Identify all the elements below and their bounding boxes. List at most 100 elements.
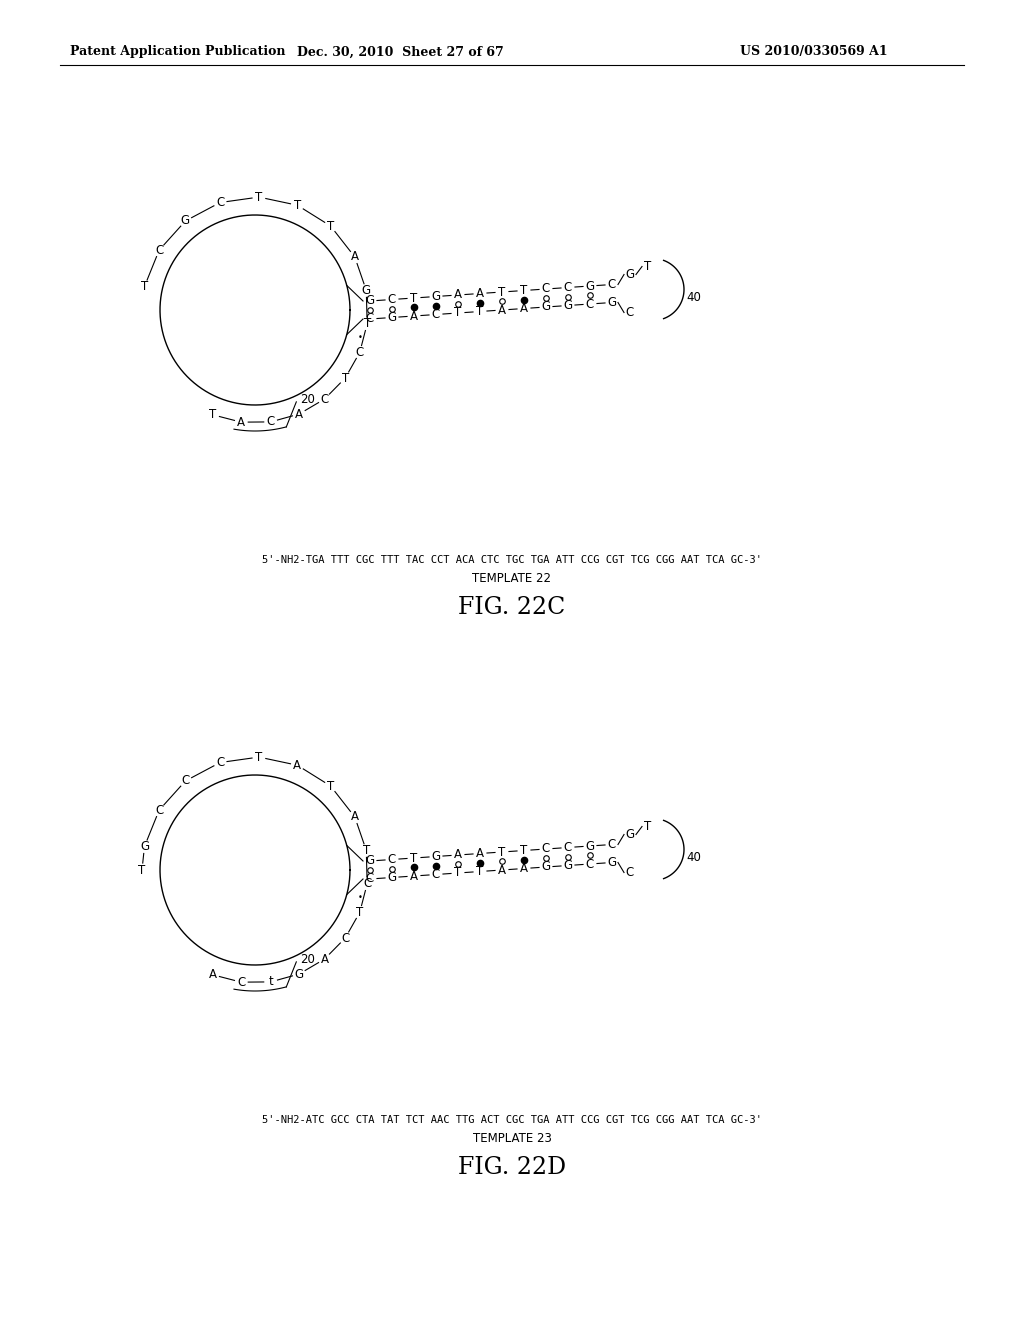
Text: A: A [295, 408, 303, 421]
Text: T: T [644, 820, 651, 833]
Text: T: T [499, 846, 506, 858]
Text: A: A [293, 759, 301, 772]
Text: T: T [362, 843, 370, 857]
Text: A: A [520, 862, 528, 875]
Text: C: C [341, 932, 349, 945]
Text: C: C [216, 197, 224, 209]
Text: G: G [542, 861, 551, 874]
Text: G: G [626, 828, 635, 841]
Text: A: A [351, 810, 358, 824]
Text: G: G [431, 850, 440, 863]
Text: G: G [387, 312, 396, 323]
Text: C: C [586, 858, 594, 870]
Text: G: G [431, 290, 440, 304]
Text: A: A [498, 304, 506, 317]
Text: G: G [607, 296, 616, 309]
Text: A: A [476, 847, 484, 861]
Text: C: C [364, 878, 372, 890]
Text: C: C [626, 866, 634, 879]
Text: G: G [366, 854, 375, 867]
Text: T: T [476, 865, 483, 878]
Text: A: A [209, 969, 217, 981]
Text: T: T [455, 306, 462, 319]
Text: G: G [563, 859, 572, 873]
Text: T: T [455, 866, 462, 879]
Text: T: T [476, 305, 483, 318]
Text: T: T [520, 843, 527, 857]
Text: T: T [411, 292, 418, 305]
Text: T: T [356, 906, 364, 919]
Text: G: G [295, 968, 304, 981]
Text: C: C [238, 975, 246, 989]
Text: T: T [138, 863, 145, 876]
Text: C: C [366, 873, 374, 886]
Text: G: G [563, 300, 572, 312]
Text: 5'-NH2-ATC GCC CTA TAT TCT AAC TTG ACT CGC TGA ATT CCG CGT TCG CGG AAT TCA GC-3': 5'-NH2-ATC GCC CTA TAT TCT AAC TTG ACT C… [262, 1115, 762, 1125]
Text: T: T [342, 371, 349, 384]
Text: Patent Application Publication: Patent Application Publication [70, 45, 286, 58]
Text: A: A [498, 863, 506, 876]
Text: •: • [357, 894, 362, 903]
Text: A: A [238, 416, 245, 429]
Text: A: A [454, 289, 462, 301]
Text: A: A [520, 302, 528, 315]
Text: FIG. 22C: FIG. 22C [459, 597, 565, 619]
Text: T: T [499, 285, 506, 298]
Text: 40: 40 [686, 290, 700, 304]
Text: 5'-NH2-TGA TTT CGC TTT TAC CCT ACA CTC TGC TGA ATT CCG CGT TCG CGG AAT TCA GC-3': 5'-NH2-TGA TTT CGC TTT TAC CCT ACA CTC T… [262, 554, 762, 565]
Text: G: G [361, 284, 371, 297]
Text: C: C [155, 804, 163, 817]
Text: 20: 20 [300, 953, 315, 966]
Text: 40: 40 [686, 851, 700, 865]
Text: T: T [255, 190, 262, 203]
Text: G: G [366, 294, 375, 308]
Text: C: C [432, 869, 440, 880]
Text: C: C [564, 841, 572, 854]
Text: G: G [607, 855, 616, 869]
Text: C: C [181, 775, 189, 788]
Text: C: C [366, 313, 374, 326]
Text: T: T [327, 780, 334, 792]
Text: A: A [476, 286, 484, 300]
Text: G: G [626, 268, 635, 281]
Text: T: T [364, 317, 371, 330]
Text: G: G [387, 871, 396, 884]
Text: A: A [454, 849, 462, 862]
Text: US 2010/0330569 A1: US 2010/0330569 A1 [740, 45, 888, 58]
Text: T: T [520, 284, 527, 297]
Text: A: A [410, 870, 418, 883]
Text: C: C [542, 842, 550, 855]
Text: G: G [586, 280, 595, 293]
Text: C: C [586, 297, 594, 310]
Text: C: C [626, 306, 634, 319]
Text: G: G [140, 840, 150, 853]
Text: C: C [608, 279, 616, 290]
Text: TEMPLATE 23: TEMPLATE 23 [472, 1131, 552, 1144]
Text: T: T [411, 851, 418, 865]
Text: FIG. 22D: FIG. 22D [458, 1156, 566, 1180]
Text: T: T [209, 408, 216, 421]
Text: C: C [388, 853, 396, 866]
Text: Dec. 30, 2010  Sheet 27 of 67: Dec. 30, 2010 Sheet 27 of 67 [297, 45, 504, 58]
Text: C: C [155, 244, 163, 256]
Text: C: C [432, 308, 440, 321]
Text: C: C [321, 392, 329, 405]
Text: G: G [586, 840, 595, 853]
Text: A: A [351, 251, 358, 264]
Text: C: C [608, 838, 616, 851]
Text: C: C [266, 416, 274, 429]
Text: C: C [388, 293, 396, 306]
Text: TEMPLATE 22: TEMPLATE 22 [472, 572, 552, 585]
Text: t: t [268, 975, 273, 989]
Text: C: C [355, 346, 364, 359]
Text: •: • [357, 334, 362, 342]
Text: T: T [327, 219, 334, 232]
Text: T: T [255, 751, 262, 763]
Text: C: C [216, 756, 224, 770]
Text: T: T [141, 280, 148, 293]
Text: T: T [294, 199, 301, 211]
Text: A: A [321, 953, 329, 965]
Text: 20: 20 [300, 393, 315, 407]
Text: A: A [410, 309, 418, 322]
Text: C: C [542, 282, 550, 296]
